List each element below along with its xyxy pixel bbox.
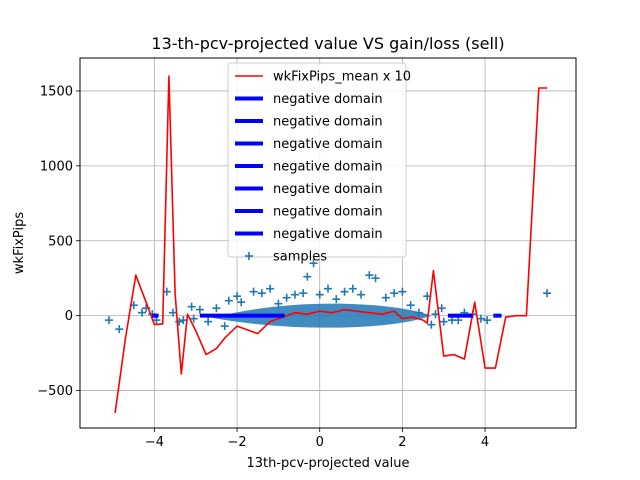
sample-point [543,289,552,298]
sample-point [237,298,246,307]
y-tick-label: 0 [65,309,73,324]
sample-point [179,316,188,325]
sample-point [324,284,332,293]
sample-point [138,308,146,317]
plot-frame [79,57,577,429]
lines-layer [114,75,548,414]
sample-point [476,314,485,323]
y-tick-label: 1000 [40,159,73,174]
legend-box [227,62,407,258]
sample-point [390,289,399,298]
sample-point [212,304,221,313]
sample-point [309,259,318,268]
legend-label: negative domain [273,227,383,242]
sample-point [357,290,366,299]
sample-point [332,295,341,304]
sample-point [315,290,324,299]
x-tick-label: 2 [398,435,406,450]
sample-point [266,284,275,293]
ticks-layer: −4 −2 0 2 4 −500 0 500 1000 1500 [37,84,489,450]
sample-point [381,293,390,302]
sample-point [290,290,299,299]
sample-point [187,302,196,311]
mean-line [114,75,548,414]
sample-point [282,293,291,302]
y-tick-label: −500 [37,384,73,399]
sample-point [483,316,492,325]
sample-point [115,325,124,334]
samples-layer [104,259,552,334]
sample-point [439,317,448,326]
y-axis-label: wkFixPips [12,212,27,274]
samples-dense-cloud [212,303,432,328]
sample-point [299,289,308,298]
x-axis-label: 13th-pcv-projected value [246,456,409,471]
sample-point [195,305,204,314]
sample-point [257,289,266,298]
y-tick-label: 500 [48,234,73,249]
sample-point [406,301,415,310]
x-tick-label: 4 [481,435,489,450]
sample-point [104,316,113,325]
chart-title: 13-th-pcv-projected value VS gain/loss (… [151,34,504,53]
sample-point [220,322,229,331]
sample-point [398,287,407,296]
sample-point [303,272,312,281]
x-tick-label: 0 [316,435,324,450]
sample-point [249,287,258,296]
legend: wkFixPips_mean x 10 negative domain negati… [227,62,411,265]
x-tick-label: −2 [227,435,246,450]
sample-point [371,274,380,283]
sample-point [169,308,177,317]
sample-point [233,292,242,301]
legend-label: wkFixPips_mean x 10 [273,70,411,85]
legend-label: negative domain [273,115,383,130]
sample-point [365,271,374,280]
legend-label: negative domain [273,160,383,175]
sample-point [340,287,349,296]
sample-point [189,314,198,323]
legend-label: negative domain [273,137,383,152]
sample-point [204,317,213,326]
legend-label: negative domain [273,205,383,220]
sample-point [348,284,357,293]
legend-label: negative domain [273,92,383,107]
legend-label: samples [273,250,327,265]
y-tick-label: 1500 [40,84,73,99]
sample-point [224,296,233,305]
sample-point [437,304,446,313]
legend-label: negative domain [273,182,383,197]
x-tick-label: −4 [145,435,164,450]
sample-point [427,320,436,329]
